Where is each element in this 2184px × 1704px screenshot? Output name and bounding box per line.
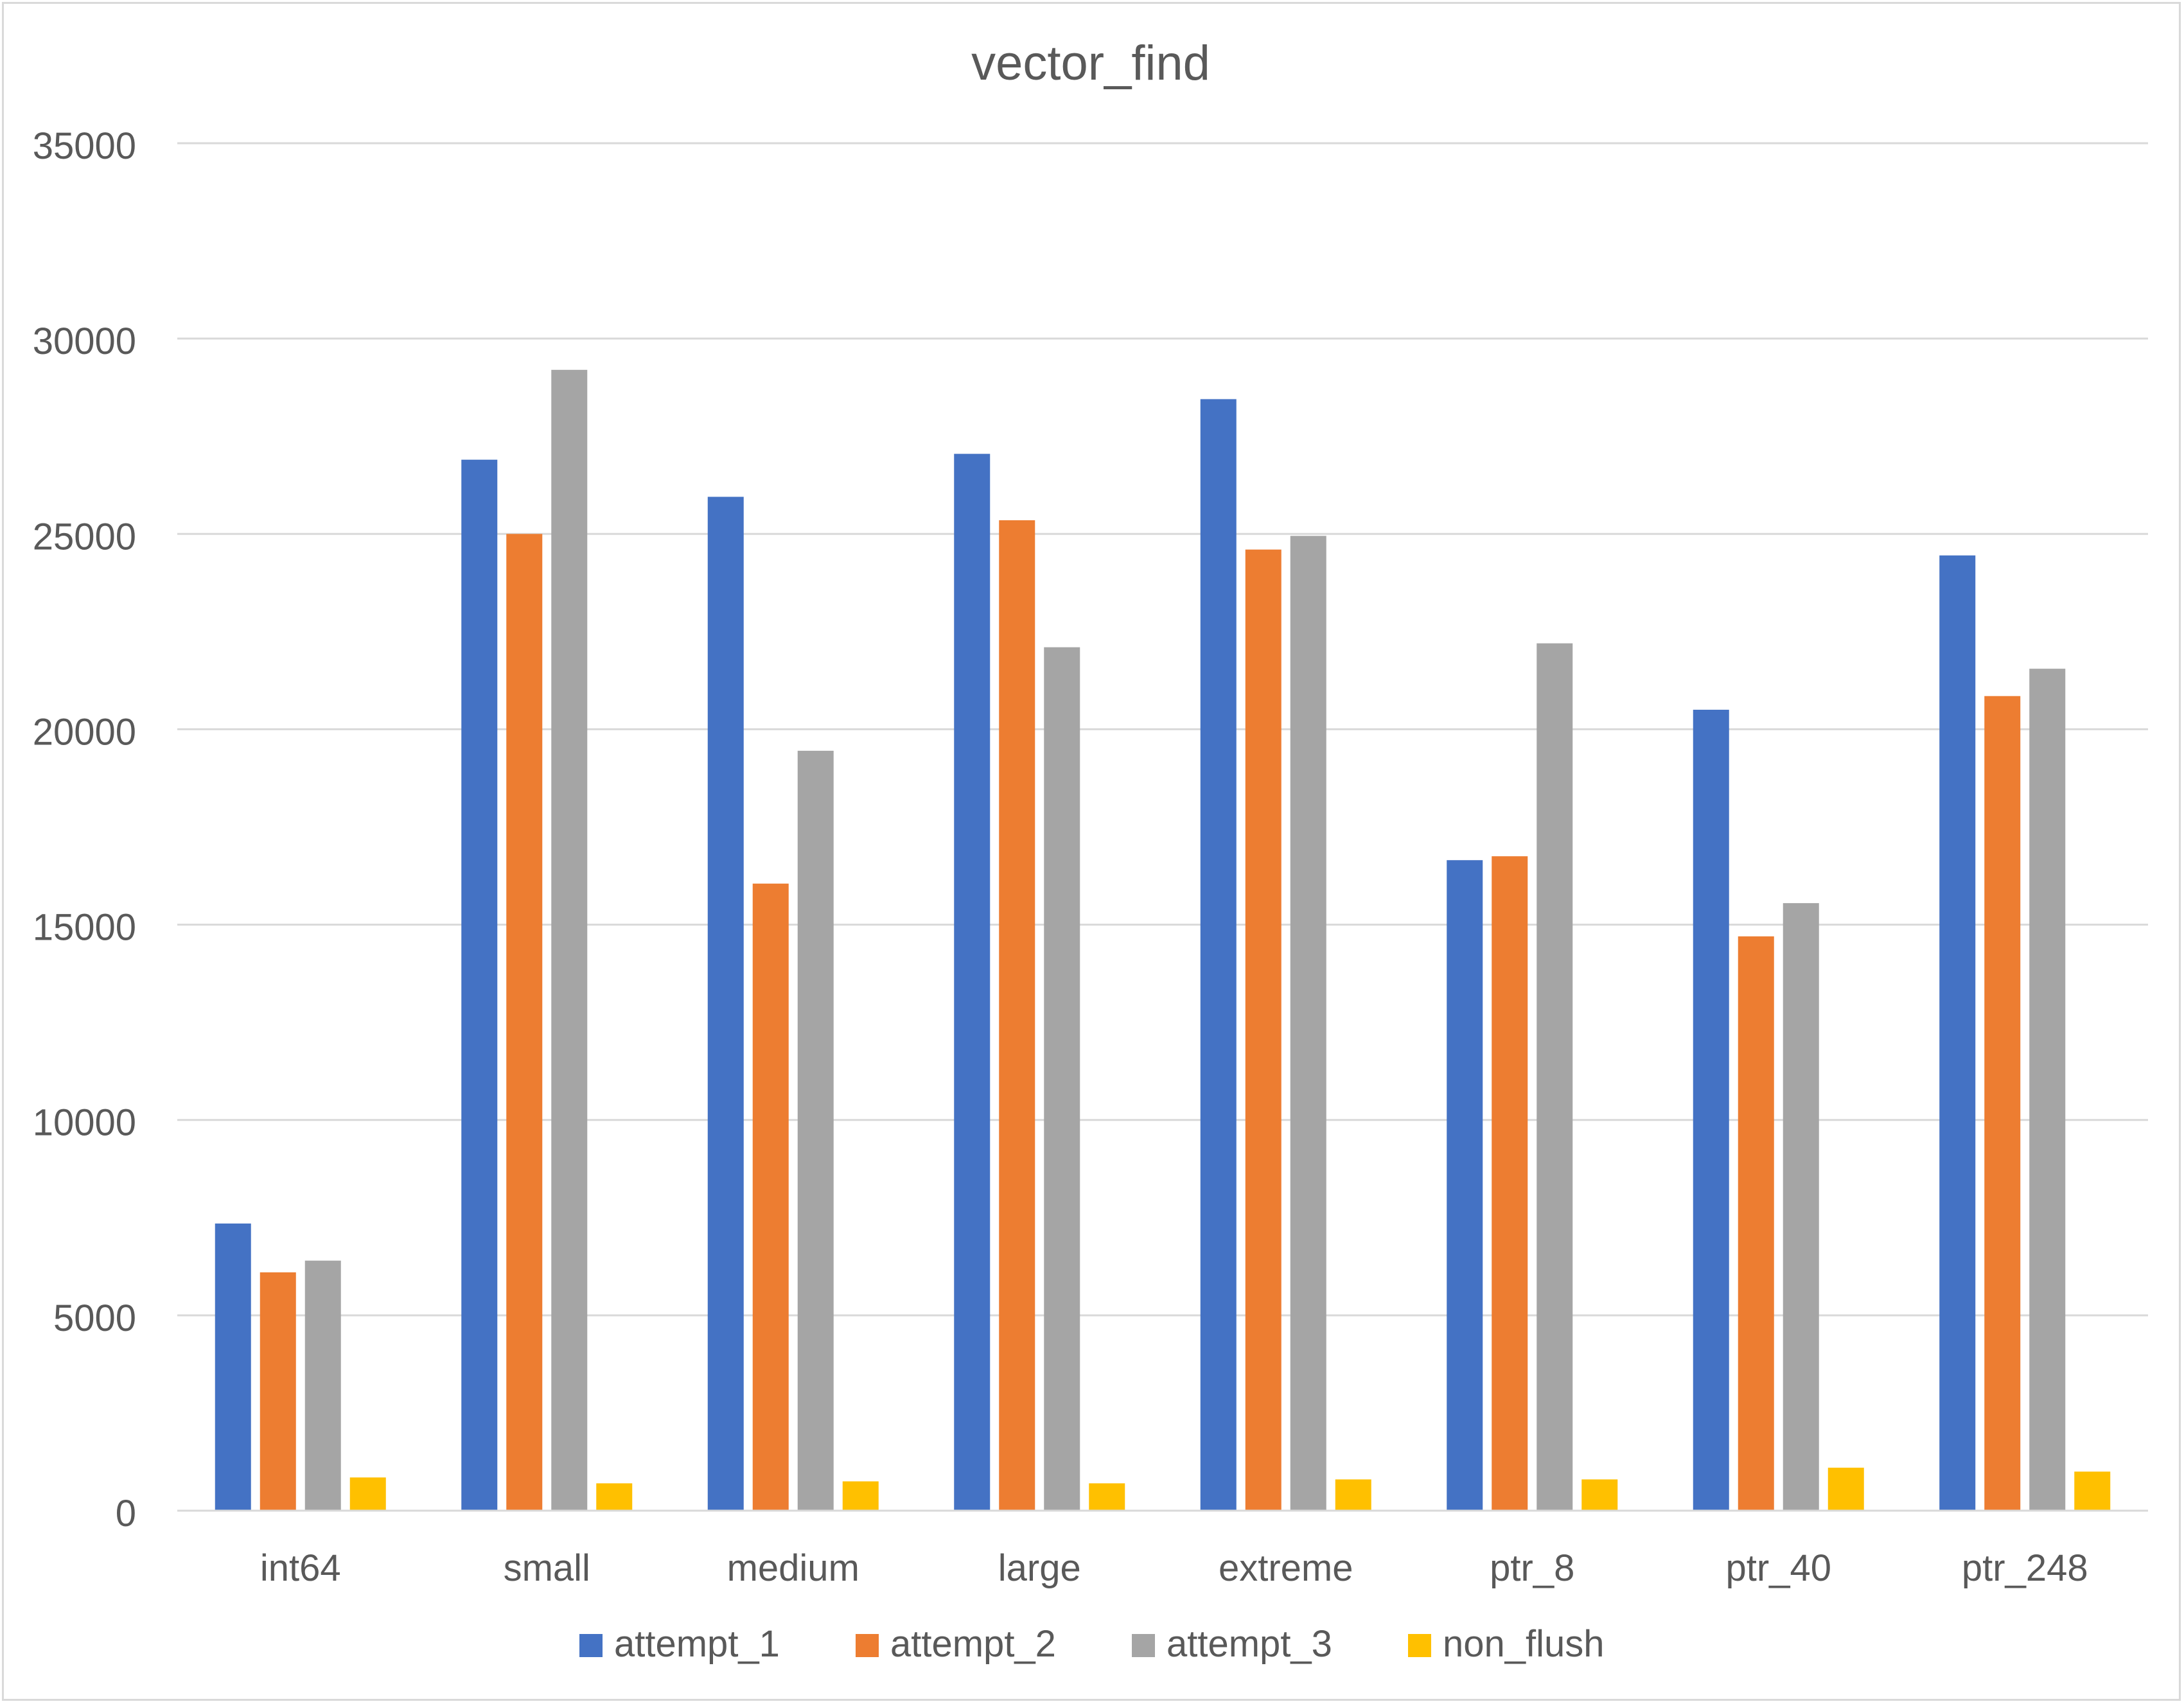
legend-label: attempt_3 — [1167, 1623, 1332, 1665]
bar-attempt_3-int64 — [304, 1260, 341, 1511]
bar-attempt_1-ptr_8 — [1447, 860, 1483, 1511]
bar-attempt_2-ptr_8 — [1492, 856, 1528, 1511]
legend-label: attempt_2 — [890, 1623, 1056, 1665]
bar-attempt_3-large — [1044, 647, 1080, 1511]
y-tick-label: 20000 — [33, 711, 136, 753]
bar-non_flush-medium — [842, 1481, 879, 1511]
x-tick-label: int64 — [260, 1547, 341, 1589]
y-tick-label: 10000 — [33, 1102, 136, 1144]
bar-non_flush-ptr_248 — [2074, 1471, 2111, 1511]
bar-non_flush-large — [1089, 1483, 1125, 1511]
bar-attempt_1-medium — [707, 496, 744, 1511]
x-tick-label: large — [998, 1547, 1081, 1589]
legend-swatch-attempt_3 — [1132, 1634, 1155, 1657]
x-axis-category-labels: int64 small medium large extreme ptr_8 ptr_40 p… — [260, 1547, 2088, 1589]
legend: attempt_1 attempt_2 attempt_3 non_flush — [579, 1623, 1605, 1665]
bar-attempt_1-ptr_40 — [1693, 710, 1729, 1511]
bar-attempt_3-extreme — [1290, 536, 1326, 1511]
bar-attempt_1-large — [954, 453, 991, 1511]
bar-attempt_3-ptr_248 — [2029, 669, 2066, 1511]
bar-attempt_1-int64 — [215, 1223, 251, 1511]
bar-non_flush-small — [596, 1483, 633, 1511]
gridlines — [177, 142, 2148, 1317]
chart-svg: vector_find 0 5000 10000 15000 20000 25000 300… — [33, 36, 2148, 1665]
y-axis-tick-labels: 0 5000 10000 15000 20000 25000 30000 35000 — [33, 125, 136, 1534]
bar-attempt_1-ptr_248 — [1939, 555, 1976, 1511]
y-tick-label: 0 — [116, 1493, 136, 1534]
bar-attempt_2-medium — [752, 883, 789, 1511]
y-tick-label: 30000 — [33, 321, 136, 362]
chart-title: vector_find — [971, 36, 1210, 91]
bar-attempt_3-ptr_8 — [1537, 643, 1573, 1511]
y-tick-label: 5000 — [53, 1297, 136, 1339]
bar-attempt_1-extreme — [1200, 399, 1237, 1511]
x-tick-label: ptr_40 — [1726, 1547, 1831, 1589]
bar-attempt_2-ptr_40 — [1738, 936, 1774, 1511]
y-tick-label: 35000 — [33, 125, 136, 167]
bar-non_flush-ptr_40 — [1827, 1468, 1864, 1511]
x-tick-label: ptr_8 — [1490, 1547, 1574, 1589]
bar-attempt_2-small — [506, 534, 543, 1511]
y-tick-label: 25000 — [33, 516, 136, 558]
legend-label: non_flush — [1443, 1623, 1605, 1665]
bar-attempt_2-ptr_248 — [1984, 696, 2021, 1511]
bar-attempt_2-large — [999, 520, 1035, 1511]
legend-label: attempt_1 — [614, 1623, 780, 1665]
bar-attempt_3-small — [551, 369, 588, 1511]
legend-swatch-attempt_2 — [856, 1634, 879, 1657]
x-tick-label: small — [504, 1547, 590, 1589]
bar-attempt_3-medium — [797, 750, 834, 1511]
bar-attempt_2-int64 — [260, 1272, 296, 1511]
y-tick-label: 15000 — [33, 907, 136, 949]
bar-attempt_3-ptr_40 — [1783, 903, 1819, 1511]
bar-non_flush-ptr_8 — [1581, 1479, 1618, 1511]
legend-swatch-attempt_1 — [579, 1634, 603, 1657]
bars — [215, 369, 2111, 1511]
x-tick-label: medium — [727, 1547, 859, 1589]
legend-swatch-non_flush — [1408, 1634, 1431, 1657]
x-tick-label: ptr_248 — [1962, 1547, 2088, 1589]
bar-attempt_1-small — [461, 459, 498, 1511]
bar-attempt_2-extreme — [1245, 549, 1281, 1511]
bar-non_flush-extreme — [1335, 1479, 1371, 1511]
bar-non_flush-int64 — [349, 1477, 386, 1511]
x-tick-label: extreme — [1219, 1547, 1353, 1589]
